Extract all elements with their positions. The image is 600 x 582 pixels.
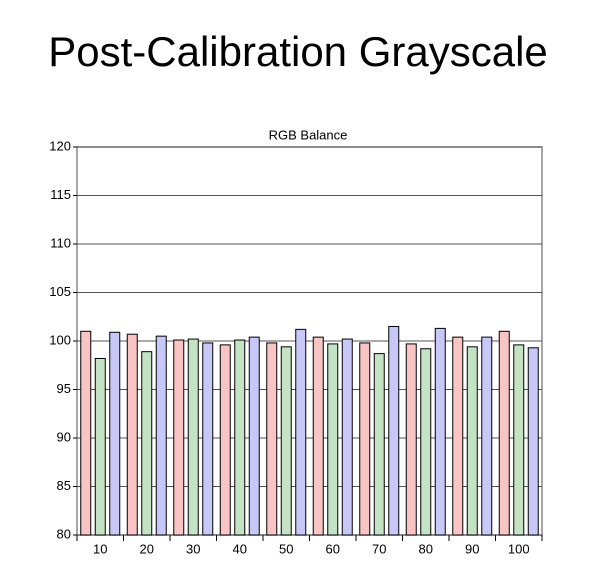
x-tick-label: 10 — [93, 541, 107, 556]
bar — [109, 331, 121, 536]
bar — [327, 343, 339, 536]
bar — [434, 327, 446, 536]
bar — [187, 338, 199, 536]
x-tick-label: 90 — [465, 541, 479, 556]
y-tick-label: 90 — [57, 429, 71, 444]
chart-title: Post-Calibration Grayscale — [48, 28, 548, 75]
bar — [280, 346, 292, 536]
x-tick-label: 20 — [140, 541, 154, 556]
bar — [173, 339, 185, 536]
x-tick-label: 40 — [233, 541, 247, 556]
bar — [155, 335, 167, 536]
bar — [527, 347, 539, 536]
y-tick-label: 100 — [49, 332, 71, 347]
x-tick-label: 100 — [508, 541, 530, 556]
bar — [248, 336, 260, 536]
bar — [405, 343, 417, 536]
x-tick-label: 30 — [186, 541, 200, 556]
bar — [466, 346, 478, 536]
y-tick-label: 110 — [50, 235, 71, 250]
x-tick-label: 70 — [372, 541, 386, 556]
bar — [373, 353, 385, 536]
bar — [202, 342, 214, 536]
bar — [498, 330, 510, 536]
bar — [420, 348, 432, 536]
x-tick-label: 50 — [279, 541, 293, 556]
chart-subtitle: RGB Balance — [269, 127, 348, 142]
bar — [481, 336, 493, 536]
y-tick-label: 105 — [49, 284, 71, 299]
bar — [388, 325, 400, 536]
bar — [234, 339, 246, 536]
bar — [126, 333, 138, 536]
bar — [452, 336, 464, 536]
bar — [513, 344, 525, 536]
bar — [266, 342, 278, 536]
bar — [141, 351, 153, 536]
x-tick-label: 60 — [326, 541, 340, 556]
y-tick-label: 80 — [57, 526, 71, 541]
bar — [312, 336, 324, 536]
bar — [219, 344, 231, 536]
bar — [80, 330, 92, 536]
y-tick-label: 95 — [57, 381, 71, 396]
bar — [341, 338, 353, 536]
y-tick-label: 120 — [49, 138, 71, 153]
y-tick-label: 115 — [50, 187, 71, 202]
y-tick-label: 85 — [57, 478, 71, 493]
bar — [295, 328, 307, 536]
bar — [359, 342, 371, 536]
x-tick-label: 80 — [419, 541, 433, 556]
bar — [94, 357, 106, 536]
